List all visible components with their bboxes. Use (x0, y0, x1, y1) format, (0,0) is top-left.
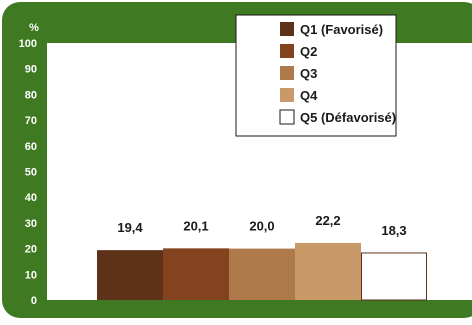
bar-value-label: 22,2 (315, 213, 340, 228)
bar-value-label: 20,0 (249, 219, 274, 234)
legend-label: Q3 (300, 66, 317, 81)
y-tick-label: 40 (25, 192, 37, 204)
legend-swatch (280, 44, 294, 58)
bar (295, 242, 361, 300)
legend-label: Q2 (300, 44, 317, 59)
bar (163, 248, 229, 300)
legend-label: Q4 (300, 88, 318, 103)
y-tick-label: 70 (25, 115, 37, 127)
bars-group (97, 242, 427, 301)
legend-box (235, 14, 397, 137)
y-tick-label: 60 (25, 141, 37, 153)
y-tick-label: 100 (19, 38, 37, 50)
bar (361, 252, 427, 301)
y-tick-label: 80 (25, 89, 37, 101)
bar (97, 250, 163, 300)
bar-value-label: 20,1 (183, 218, 208, 233)
legend: Q1 (Favorisé) Q2 Q3 Q4 Q5 (Défavorisé) (235, 14, 397, 137)
bar-value-label: 19,4 (117, 220, 143, 235)
bar-value-label: 18,3 (381, 223, 406, 238)
y-tick-label: 20 (25, 244, 37, 256)
y-tick-label: 50 (25, 167, 37, 179)
y-tick-label: 30 (25, 218, 37, 230)
legend-label: Q5 (Défavorisé) (300, 110, 396, 125)
y-tick-label: 10 (25, 269, 37, 281)
legend-swatch (279, 109, 295, 125)
legend-entries: Q1 (Favorisé) Q2 Q3 Q4 Q5 (Défavorisé) (279, 22, 396, 125)
legend-swatch (280, 66, 294, 80)
legend-swatch (280, 88, 294, 102)
y-tick-label: 90 (25, 64, 37, 76)
y-axis-unit-label: % (29, 22, 39, 34)
legend-swatch (280, 22, 294, 36)
y-tick-label: 0 (31, 295, 37, 307)
bar (229, 248, 295, 300)
legend-label: Q1 (Favorisé) (300, 22, 383, 37)
y-axis-ticks: 0 10 20 30 40 50 60 70 80 90 100 (19, 38, 37, 307)
value-labels-group: 19,4 20,1 20,0 22,2 18,3 (117, 213, 406, 238)
